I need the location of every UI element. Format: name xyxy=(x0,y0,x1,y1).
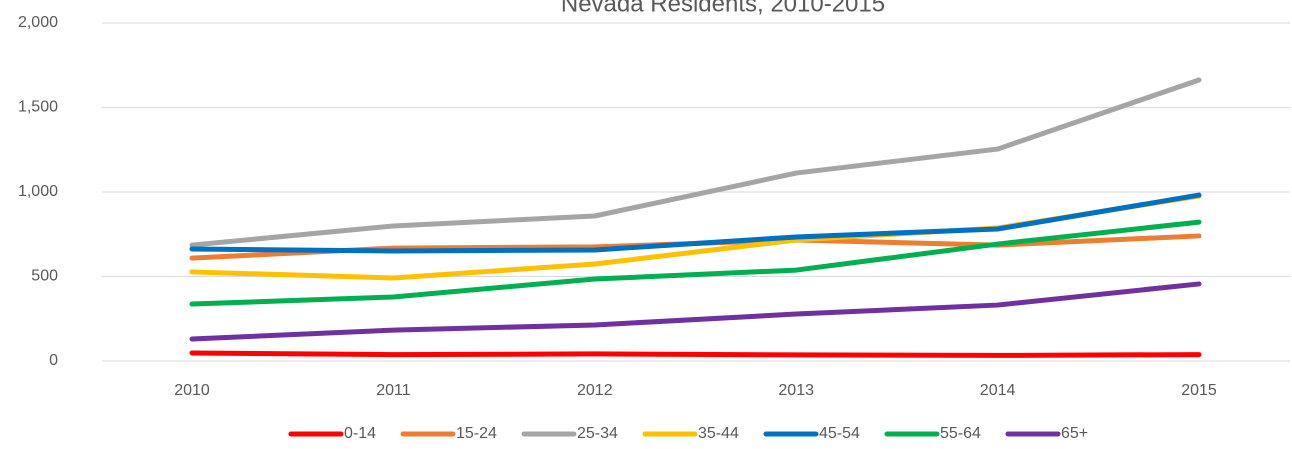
x-tick-label: 2012 xyxy=(577,382,613,399)
legend-label: 35-44 xyxy=(698,425,739,442)
legend-label: 45-54 xyxy=(819,425,860,442)
x-tick-label: 2010 xyxy=(174,382,210,399)
x-tick-label: 2011 xyxy=(376,382,411,399)
series-line xyxy=(189,350,1202,358)
series-line xyxy=(189,219,1202,307)
x-tick-label: 2014 xyxy=(980,382,1016,399)
legend-label: 15-24 xyxy=(456,425,497,442)
y-tick-label: 0 xyxy=(49,352,58,369)
chart-title: Nevada Residents, 2010-2015 xyxy=(561,0,885,17)
legend-label: 0-14 xyxy=(344,425,376,442)
y-tick-label: 1,500 xyxy=(18,99,58,116)
legend-label: 65+ xyxy=(1061,425,1088,442)
legend-label: 55-64 xyxy=(940,425,981,442)
y-tick-label: 1,000 xyxy=(18,183,58,200)
series-line xyxy=(189,192,1202,254)
series-line xyxy=(189,77,1202,248)
series-line xyxy=(189,281,1202,342)
legend-label: 25-34 xyxy=(577,425,618,442)
y-tick-label: 500 xyxy=(31,268,58,285)
x-tick-label: 2015 xyxy=(1181,382,1217,399)
x-tick-label: 2013 xyxy=(778,382,814,399)
y-tick-label: 2,000 xyxy=(18,14,58,31)
